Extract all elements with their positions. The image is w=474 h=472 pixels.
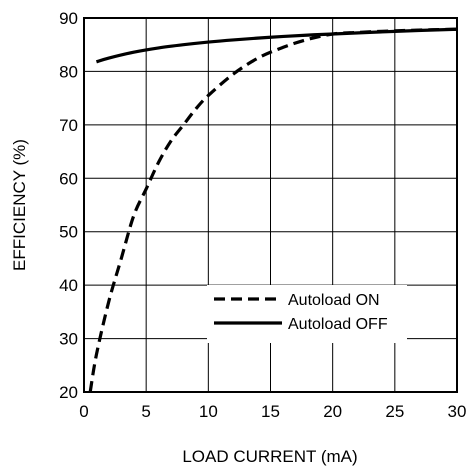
x-tick-labels: 0 5 10 15 20 25 30	[79, 402, 466, 421]
y-axis-label: EFFICIENCY (%)	[10, 139, 29, 271]
plot-frame	[83, 17, 458, 393]
x-axis-label: LOAD CURRENT (mA)	[182, 447, 357, 466]
series-line-autoload-off	[95, 27, 458, 64]
legend: Autoload ON Autoload OFF	[207, 285, 407, 343]
y-tick-label: 20	[59, 383, 78, 402]
legend-label-autoload-off: Autoload OFF	[288, 316, 388, 333]
x-tick-label: 30	[448, 402, 467, 421]
y-tick-label: 80	[59, 62, 78, 81]
grid-lines	[83, 17, 458, 393]
x-tick-label: 15	[261, 402, 280, 421]
x-tick-label: 10	[199, 402, 218, 421]
x-tick-label: 0	[79, 402, 88, 421]
legend-box	[207, 285, 407, 343]
x-tick-label: 20	[323, 402, 342, 421]
y-tick-labels: 20 30 40 50 60 70 80 90	[59, 9, 78, 402]
x-tick-label: 25	[385, 402, 404, 421]
y-tick-label: 70	[59, 116, 78, 135]
y-tick-label: 40	[59, 276, 78, 295]
y-tick-label: 30	[59, 330, 78, 349]
series-line-autoload-on	[88, 27, 458, 393]
y-tick-label: 60	[59, 169, 78, 188]
legend-label-autoload-on: Autoload ON	[288, 292, 380, 309]
series-layer	[88, 27, 458, 393]
y-tick-label: 50	[59, 223, 78, 242]
y-tick-label: 90	[59, 9, 78, 28]
x-tick-label: 5	[141, 402, 150, 421]
